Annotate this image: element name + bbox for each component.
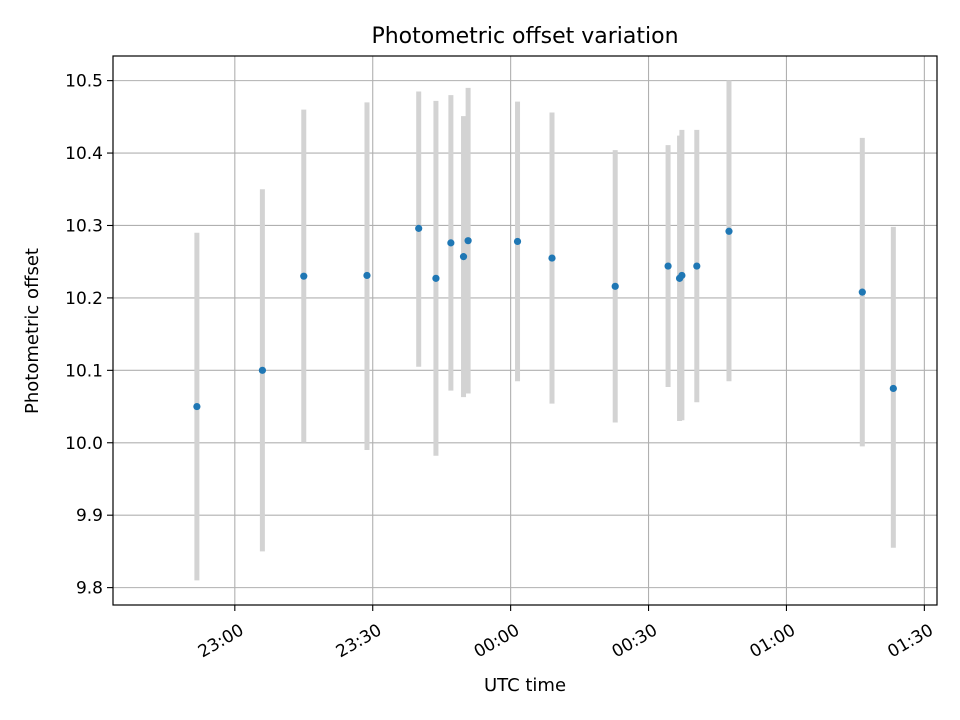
y-tick-label: 10.3	[65, 216, 103, 236]
y-tick-label: 9.8	[76, 579, 103, 599]
data-point	[889, 384, 897, 393]
data-point	[611, 282, 619, 290]
data-point	[432, 274, 440, 282]
data-point	[464, 237, 472, 245]
data-point	[300, 272, 308, 280]
data-point	[513, 237, 522, 246]
data-point	[363, 271, 371, 280]
data-point	[725, 227, 733, 235]
data-point	[193, 402, 201, 411]
data-point	[693, 262, 701, 270]
data-point	[664, 262, 672, 270]
y-tick-label: 10.5	[65, 72, 103, 92]
data-point	[258, 366, 267, 374]
data-point	[459, 253, 468, 261]
y-tick-label: 10.1	[65, 361, 103, 381]
y-axis-label: Photometric offset	[22, 248, 43, 414]
data-point	[447, 239, 455, 247]
data-points	[193, 224, 897, 411]
y-axis-ticks: 9.8 9.9 10.0 10.1 10.2 10.3 10.4 10.5	[65, 72, 113, 599]
data-point	[548, 254, 556, 262]
y-tick-label: 9.9	[76, 506, 103, 526]
y-tick-label: 10.0	[65, 434, 103, 454]
grid	[113, 56, 937, 605]
data-point	[678, 271, 686, 280]
y-tick-label: 10.2	[65, 289, 103, 309]
plot-frame	[112, 55, 938, 606]
y-tick-label: 10.4	[65, 144, 103, 164]
chart-title: Photometric offset variation	[371, 24, 678, 49]
x-axis-label: UTC time	[484, 675, 566, 696]
data-point	[858, 288, 866, 296]
data-point	[415, 224, 423, 232]
